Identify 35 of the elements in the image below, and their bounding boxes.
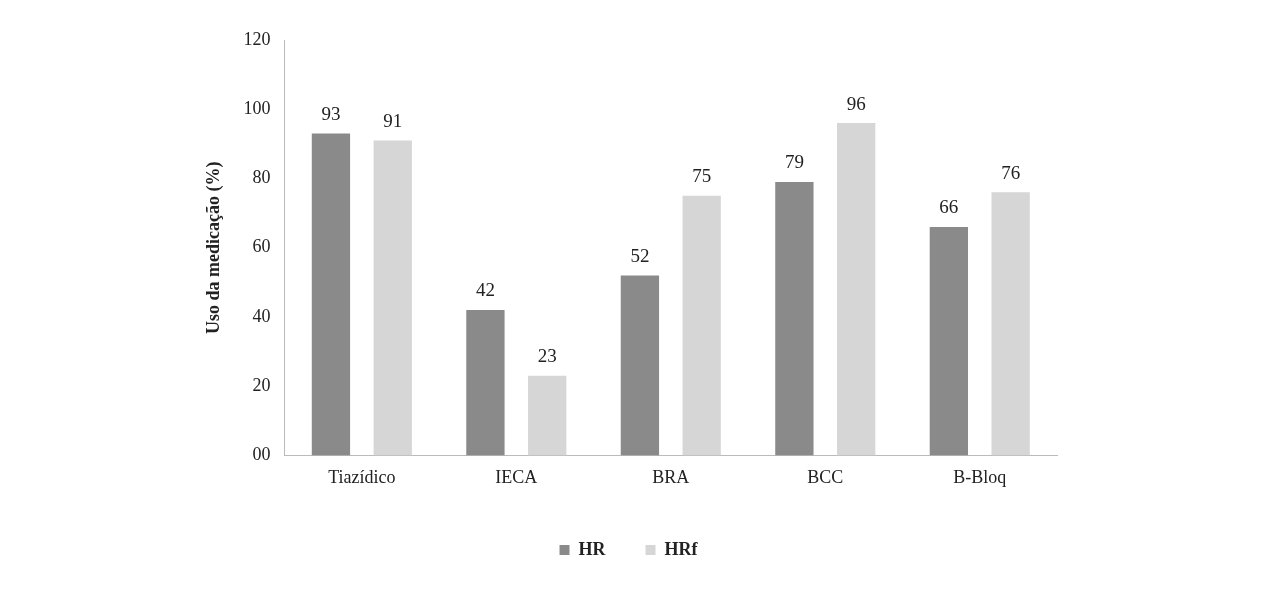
- y-tick-label: 100: [243, 97, 271, 118]
- y-tick-label: 20: [252, 374, 271, 395]
- y-tick-label: 60: [252, 236, 271, 257]
- data-label: 42: [475, 279, 495, 301]
- data-label: 96: [846, 92, 866, 114]
- bar: [311, 133, 351, 456]
- y-tick-label: 40: [252, 305, 271, 326]
- bar: [682, 195, 721, 456]
- x-tick-label: IECA: [495, 466, 538, 487]
- data-label: 52: [630, 244, 650, 266]
- bar: [528, 375, 567, 456]
- bar: [929, 226, 969, 456]
- bar: [620, 275, 660, 456]
- bar: [775, 181, 814, 456]
- data-label: 66: [939, 196, 959, 218]
- x-tick-label: BRA: [652, 466, 690, 487]
- x-tick-label: B-Bloq: [953, 466, 1007, 487]
- data-label: 93: [321, 102, 341, 124]
- bar: [466, 310, 505, 456]
- x-tick-label: BCC: [807, 466, 844, 487]
- y-tick-label: 120: [243, 28, 271, 49]
- data-label: 23: [537, 345, 557, 367]
- data-label: 91: [383, 109, 403, 131]
- data-label: 75: [692, 165, 712, 187]
- y-tick-label: 80: [252, 167, 271, 188]
- data-label: 76: [1001, 161, 1021, 183]
- bar: [373, 140, 412, 456]
- data-label: 79: [784, 151, 804, 173]
- legend-label: HR: [578, 538, 607, 559]
- y-tick-label: 00: [252, 444, 271, 465]
- x-tick-label: Tiazídico: [328, 466, 396, 487]
- bar: [991, 192, 1030, 456]
- y-axis-title: Uso da medicação (%): [203, 161, 225, 334]
- legend-label: HRf: [664, 538, 699, 559]
- bar: [837, 123, 876, 456]
